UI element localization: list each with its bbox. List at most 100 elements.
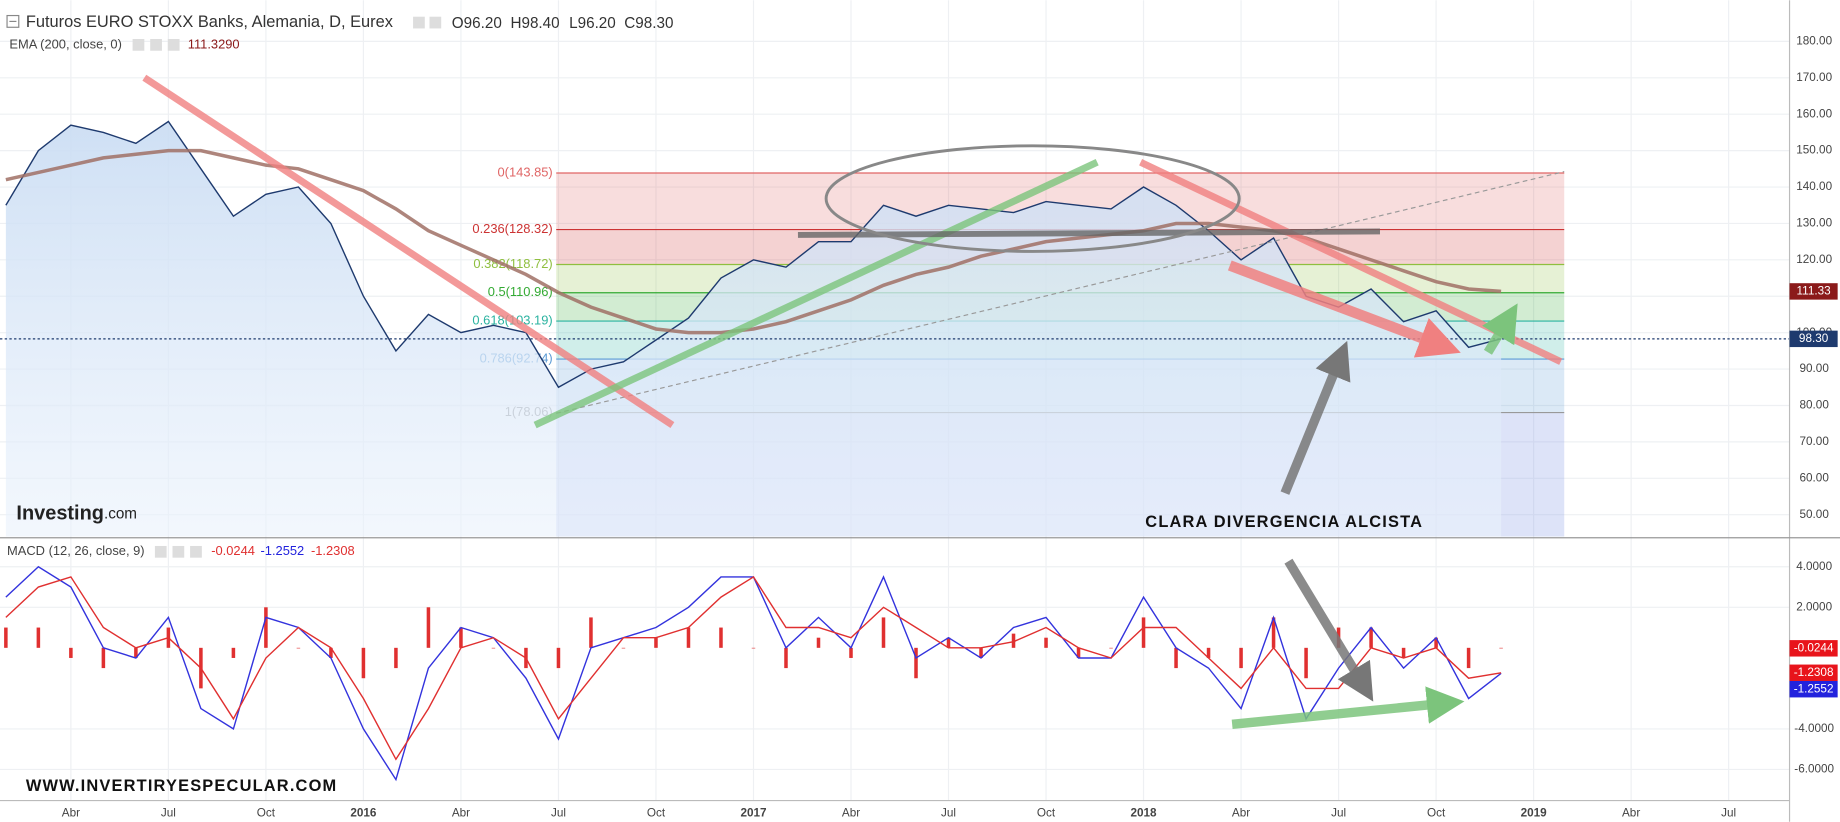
macd-value: -1.2552 [261,543,305,558]
settings-icon[interactable] [429,16,442,29]
settings-icon[interactable] [132,39,145,51]
value-tag-label: -0.0244 [1794,641,1834,654]
signal-line [5,575,1502,761]
x-tick-label: Jul [551,807,566,820]
ohlc-close: C98.30 [624,15,673,32]
value-tag-label: -1.2308 [1794,666,1834,679]
histogram-bar [686,627,691,648]
y-tick-label: 2.0000 [1796,600,1832,613]
value-tag-label: 111.33 [1797,285,1831,298]
histogram-bar [101,647,106,669]
settings-icon[interactable] [413,16,425,29]
value-tag-label: -1.2552 [1794,682,1834,695]
data-layer: 0(143.85)0.236(128.32)0.382(118.72)0.5(1… [0,120,1790,782]
histogram-bar [816,637,821,648]
y-tick-label: 80.00 [1800,399,1830,412]
histogram-bar [849,647,853,658]
settings-icon[interactable] [150,39,162,51]
y-tick-label: 150.00 [1796,144,1832,157]
value-tag [1789,640,1838,657]
histogram-bar [394,647,398,669]
histogram-bar [1044,637,1048,648]
ohlc-high: H98.40 [510,15,559,32]
histogram-bar [1076,647,1081,658]
histogram-bar [361,647,366,679]
histogram-bar [69,647,73,658]
ohlc-open: O96.20 [452,15,502,32]
y-tick-label: 160.00 [1796,107,1832,120]
histogram-bar [36,627,41,648]
histogram-bar [719,627,723,648]
ema-line [5,148,1502,335]
fib-label: 0(143.85) [498,164,553,179]
arrow [1284,558,1374,702]
y-tick-label: -4.0000 [1794,722,1834,735]
x-tick-label: Jul [1331,807,1346,820]
histogram-bar [459,627,463,648]
x-tick-label: Abr [62,807,80,820]
histogram-bar [1369,627,1373,648]
price-line [5,120,1502,389]
macd-value: -0.0244 [211,543,255,558]
histogram-bar [231,647,236,658]
trend-line [142,74,675,429]
value-tag [1789,680,1838,698]
drawings [142,74,1565,729]
x-tick-label: Oct [257,807,276,820]
histogram-bar [296,647,301,649]
y-tick-label: 170.00 [1796,71,1832,84]
y-tick-label: 120.00 [1796,253,1832,266]
histogram-bar [979,647,983,658]
histogram-bar [621,647,626,649]
y-tick-label: 70.00 [1800,435,1830,448]
chart-title: Futuros EURO STOXX Banks, Alemania, D, E… [26,13,394,31]
histogram-bar [4,627,8,648]
fib-label: 0.5(110.96) [488,284,553,299]
y-tick-label: 140.00 [1796,180,1832,193]
histogram-bar [881,617,886,648]
x-tick-label: 2019 [1521,807,1548,820]
histogram-bar [1174,647,1178,669]
value-tag-label: 98.30 [1799,332,1829,345]
macd-value: -1.2308 [311,543,355,558]
histogram-bar [1239,647,1243,669]
settings-icon[interactable] [154,545,167,558]
arrow [1280,340,1351,495]
histogram-bar [329,647,333,658]
x-tick-label: Jul [161,807,176,820]
ema-value: 111.3290 [188,36,240,51]
x-tick-label: Jul [1721,807,1736,820]
trend-line [533,159,1099,429]
resistance-line [797,228,1381,238]
x-tick-label: 2017 [740,807,766,820]
logo-text: Investing [16,503,104,525]
website: WWW.INVERTIRYESPECULAR.COM [26,777,338,795]
fib-trend-line [556,171,1565,414]
histogram-bar [1271,617,1276,648]
settings-icon[interactable] [190,545,202,558]
y-tick-label: 50.00 [1800,508,1830,521]
x-tick-label: 2018 [1131,807,1158,820]
x-tick-label: Oct [1427,807,1446,820]
y-tick-label: 60.00 [1800,471,1830,484]
histogram-bar [1304,647,1308,679]
y-tick-label: 180.00 [1796,34,1832,47]
histogram-bar [751,647,756,649]
x-tick-label: Jul [941,807,956,820]
histogram-bar [556,647,561,669]
histogram-bar [589,617,593,648]
histogram-bar [784,647,788,669]
histogram-bar [1011,633,1016,648]
arrow [1231,686,1465,729]
histogram-bar [1109,647,1113,649]
settings-icon[interactable] [172,545,185,558]
arrow [1227,260,1461,358]
collapse-icon[interactable] [6,14,20,28]
y-tick-label: 4.0000 [1796,560,1832,573]
histogram-bar [1206,647,1211,658]
annotation: CLARA DIVERGENCIA ALCISTA [1145,513,1423,531]
histogram-bar [426,607,431,648]
x-tick-label: 2016 [350,807,377,820]
settings-icon[interactable] [167,39,180,51]
